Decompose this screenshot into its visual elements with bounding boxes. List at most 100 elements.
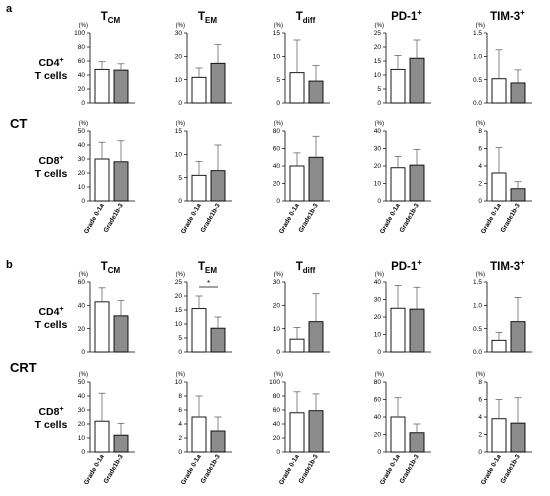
y-tick-label: 80 — [78, 44, 86, 51]
x-category-label: Grade1b-3 — [298, 202, 320, 234]
bar-grade-1b-3 — [210, 62, 226, 104]
chart-b-cd4-tdiff: (%) 0 10 20 30 — [273, 272, 330, 356]
y-tick-label: 10 — [273, 326, 281, 333]
bar-grade-0-1a — [289, 72, 305, 104]
y-tick-label: 0 — [178, 100, 182, 107]
x-category-label: Grade1b-3 — [200, 202, 222, 234]
y-tick-label: 20 — [78, 86, 86, 93]
column-header: PD-1+ — [391, 258, 422, 273]
bar-grade-1b-3 — [113, 161, 129, 202]
bar-grade-0-1a — [491, 172, 507, 202]
unit-label: (%) — [176, 272, 185, 278]
y-tick-label: 20 — [78, 421, 86, 428]
unit-label: (%) — [274, 121, 283, 127]
y-tick-label: 20 — [374, 163, 382, 170]
unit-label: (%) — [375, 121, 384, 127]
row-label-cells: T cells — [35, 70, 68, 82]
bar-grade-1b-3 — [510, 321, 526, 353]
bar-grade-0-1a — [491, 339, 507, 353]
x-category-label: Grade1b-3 — [103, 202, 125, 234]
y-tick-label: 0 — [81, 349, 85, 356]
bar-grade-1b-3 — [308, 156, 324, 202]
y-tick-label: 100 — [269, 379, 280, 386]
y-tick-label: 2 — [478, 432, 482, 439]
y-tick-label: 10 — [374, 181, 382, 188]
column-header: PD-1+ — [391, 8, 422, 23]
column-header: TCM — [101, 11, 121, 25]
column-header: TEM — [198, 261, 217, 275]
y-tick-label: 8 — [478, 128, 482, 135]
bar-grade-0-1a — [94, 420, 110, 453]
y-tick-label: 0 — [178, 349, 182, 356]
y-tick-label: 60 — [374, 397, 382, 404]
y-tick-label: 60 — [78, 58, 86, 65]
bar-grade-1b-3 — [308, 410, 324, 453]
x-category-label: Grade1b-3 — [399, 453, 421, 485]
x-category-label: Grade1b-3 — [500, 202, 522, 234]
y-tick-label: 10 — [78, 184, 86, 191]
y-tick-label: 10 — [175, 77, 183, 84]
unit-label: (%) — [176, 372, 185, 378]
unit-label: (%) — [79, 121, 88, 127]
y-tick-label: 1.5 — [473, 30, 482, 37]
chart-b-cd4-pd-1pos: (%) 0 10 20 30 40 — [374, 272, 431, 356]
unit-label: (%) — [176, 23, 185, 29]
bar-grade-1b-3 — [510, 82, 526, 104]
y-tick-label: 0.5 — [473, 77, 482, 84]
y-tick-label: 4 — [478, 163, 482, 170]
column-header: TCM — [101, 261, 121, 275]
bar-grade-1b-3 — [113, 315, 129, 353]
y-tick-label: 30 — [374, 297, 382, 304]
y-tick-label: 40 — [78, 303, 86, 310]
y-tick-label: 40 — [273, 163, 281, 170]
y-tick-label: 20 — [374, 432, 382, 439]
row-label-cells: T cells — [35, 319, 68, 331]
y-tick-label: 50 — [78, 128, 86, 135]
row-label: CD8+ — [38, 155, 63, 167]
unit-label: (%) — [476, 121, 485, 127]
y-tick-label: 5 — [276, 77, 280, 84]
chart-a-cd4-tem: (%) 0 10 20 30 — [175, 23, 232, 107]
y-tick-label: 15 — [374, 58, 382, 65]
y-tick-label: 60 — [78, 279, 86, 286]
row-label: CD4+ — [38, 57, 63, 69]
y-tick-label: 15 — [175, 307, 183, 314]
bar-grade-0-1a — [390, 416, 406, 453]
x-category-label: Grade1b-3 — [298, 453, 320, 485]
y-tick-label: 25 — [374, 30, 382, 37]
unit-label: (%) — [476, 272, 485, 278]
y-tick-label: 5 — [377, 86, 381, 93]
bar-grade-1b-3 — [308, 321, 324, 353]
bar-grade-0-1a — [390, 307, 406, 353]
y-tick-label: 50 — [78, 379, 86, 386]
chart-b-cd4-tcm: (%) 0 20 40 60 — [78, 272, 135, 356]
row-label-cells: T cells — [35, 168, 68, 180]
y-tick-label: 10 — [78, 435, 86, 442]
bar-grade-0-1a — [390, 167, 406, 202]
y-tick-label: 60 — [273, 146, 281, 153]
bar-grade-1b-3 — [409, 164, 425, 202]
y-tick-label: 0 — [276, 349, 280, 356]
y-tick-label: 30 — [78, 156, 86, 163]
unit-label: (%) — [274, 372, 283, 378]
row-label: CD8+ — [38, 406, 63, 418]
y-tick-label: 8 — [478, 379, 482, 386]
unit-label: (%) — [176, 121, 185, 127]
y-tick-label: 40 — [374, 414, 382, 421]
y-tick-label: 10 — [374, 72, 382, 79]
y-tick-label: 20 — [175, 54, 183, 61]
bar-grade-1b-3 — [510, 422, 526, 453]
bar-grade-1b-3 — [210, 430, 226, 453]
bar-grade-0-1a — [191, 76, 207, 104]
y-tick-label: 40 — [78, 72, 86, 79]
chart-a-cd4-pd-1pos: (%) 0 5 10 15 20 25 — [374, 23, 431, 107]
group-label-ct: CT — [10, 116, 27, 131]
bar-grade-0-1a — [289, 412, 305, 453]
